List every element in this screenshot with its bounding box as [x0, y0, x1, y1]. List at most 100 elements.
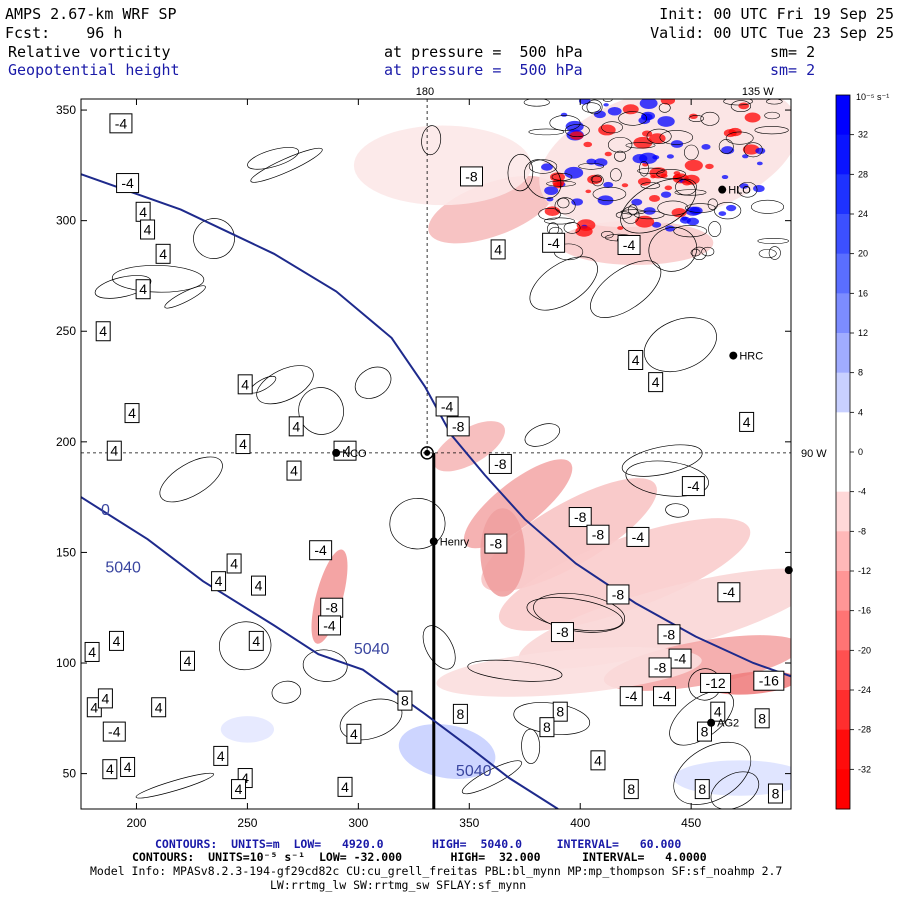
vorticity-contour	[639, 161, 649, 177]
vorticity-label: -4	[626, 526, 650, 547]
vorticity-label-text: -4	[623, 237, 636, 253]
vorticity-cell	[756, 161, 763, 166]
vorticity-label-text: 4	[714, 704, 722, 720]
colorbar-tick-label: 28	[858, 169, 868, 179]
vorticity-label: -8	[586, 524, 610, 545]
vorticity-contour	[94, 275, 152, 299]
plot-frame	[80, 98, 792, 810]
vorticity-label-text: 4	[341, 779, 349, 795]
vorticity-cell	[607, 106, 622, 116]
vorticity-label: 4	[124, 403, 140, 424]
colorbar-tick-label: 0	[858, 447, 863, 457]
vorticity-contour	[714, 202, 742, 220]
vorticity-contour	[422, 625, 456, 670]
vorticity-label-text: -8	[663, 626, 676, 642]
vorticity-label-text: -8	[490, 536, 503, 552]
vorticity-cell	[685, 206, 701, 216]
vorticity-label-text: 4	[90, 699, 98, 715]
height-contour-label: 5040	[354, 641, 390, 658]
colorbar-tick-label: -12	[858, 566, 871, 576]
vorticity-contour	[607, 136, 633, 153]
x-tick-label: 300	[348, 816, 368, 830]
vorticity-contour	[557, 197, 570, 209]
vorticity-cell	[673, 171, 681, 176]
vorticity-label: 4	[155, 243, 171, 264]
vorticity-contour	[737, 181, 758, 198]
vorticity-cell	[544, 186, 559, 195]
vorticity-contour	[354, 366, 392, 399]
vorticity-blob	[436, 646, 702, 697]
vorticity-label: -8	[568, 507, 592, 528]
map-guides: 180 135 W 90 W	[81, 86, 827, 809]
colorbar-tick-label: -16	[858, 606, 871, 616]
vorticity-contour	[528, 159, 558, 174]
vorticity-cell	[718, 211, 727, 216]
vorticity-label-box	[109, 630, 124, 651]
station-label: HLO	[728, 185, 751, 197]
x-tick-label: 250	[237, 816, 257, 830]
vorticity-contour	[764, 111, 780, 120]
vorticity-cell	[651, 221, 662, 228]
vorticity-contour	[621, 206, 640, 224]
vorticity-label-box	[120, 756, 136, 777]
vorticity-label-box	[231, 779, 247, 800]
station-label: NCO	[342, 448, 367, 460]
vorticity-contour	[708, 221, 722, 237]
vorticity-label-box	[251, 575, 266, 596]
station-dot	[729, 351, 738, 360]
vorticity-contour	[618, 111, 648, 126]
vorticity-label: 8	[623, 779, 639, 800]
height-contour-line	[81, 173, 791, 678]
vorticity-cell	[575, 225, 593, 237]
vorticity-contour	[389, 498, 446, 550]
vorticity-cell	[726, 204, 737, 212]
vorticity-label: 4	[106, 440, 122, 461]
vorticity-contour	[766, 99, 783, 105]
vorticity-contour	[758, 248, 777, 259]
vorticity-label: -4	[309, 540, 333, 561]
vorticity-label-box	[754, 708, 770, 729]
vorticity-label-text: -4	[115, 115, 128, 131]
field2-level: at pressure = 500 hPa	[384, 61, 583, 79]
model-title: AMPS 2.67-km WRF SP	[5, 5, 177, 23]
vorticity-label-text: 8	[556, 704, 564, 720]
vorticity-label: -4	[681, 476, 705, 497]
vorticity-contour	[674, 189, 707, 196]
vorticity-contour	[640, 182, 661, 190]
vorticity-label: -4	[542, 232, 566, 253]
vorticity-blob	[518, 568, 791, 669]
vorticity-label-text: -4	[547, 235, 560, 251]
colorbar-swatch	[836, 452, 850, 493]
vorticity-contour	[164, 285, 206, 309]
station-markers: NCO Henry HRC AG2 HLO	[332, 185, 793, 730]
vorticity-contour	[625, 460, 709, 497]
vorticity-cell	[621, 183, 629, 188]
vorticity-contour	[665, 503, 689, 518]
vorticity-label-text: 8	[543, 719, 551, 735]
vorticity-contour	[135, 772, 215, 799]
vorticity-contour	[250, 147, 323, 183]
vorticity-cell	[648, 195, 661, 202]
colorbar-swatch	[836, 610, 850, 651]
vorticity-contour	[701, 246, 715, 257]
parallel-label: 90 W	[801, 448, 827, 460]
vorticity-label: -8	[488, 453, 512, 474]
vorticity-contour	[461, 760, 523, 795]
vorticity-label: 4	[590, 750, 606, 771]
colorbar-swatch	[836, 571, 850, 612]
vorticity-contour	[302, 649, 348, 682]
vorticity-label-box	[626, 526, 650, 547]
vorticity-label-text: 4	[139, 281, 147, 297]
vorticity-label-text: 8	[627, 781, 635, 797]
vorticity-label: 4	[151, 697, 167, 718]
vorticity-label: -4	[617, 234, 641, 255]
vorticity-contour	[549, 115, 581, 131]
vorticity-label-text: -8	[452, 418, 465, 434]
vorticity-contour	[339, 698, 403, 741]
vorticity-label: -8	[446, 416, 470, 437]
colorbar-swatch	[836, 729, 850, 770]
vorticity-label: 4	[95, 321, 111, 342]
vorticity-label-text: -4	[121, 175, 134, 191]
vorticity-cell	[701, 144, 711, 150]
vorticity-cell	[583, 141, 593, 148]
